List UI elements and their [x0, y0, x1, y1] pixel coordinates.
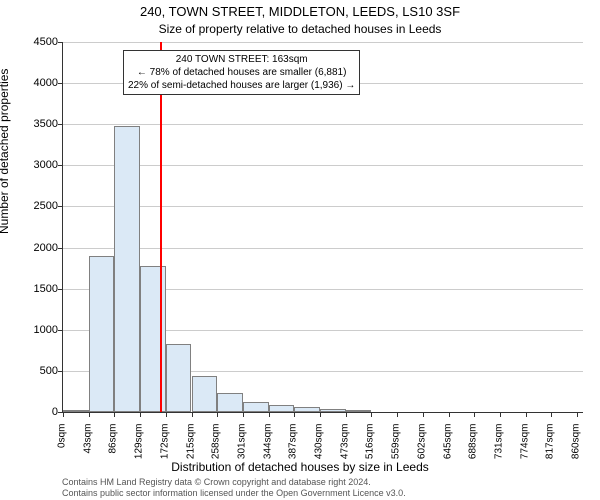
y-tick-mark [58, 83, 63, 84]
histogram-bar [269, 405, 295, 412]
x-tick-label: 559sqm [391, 424, 402, 484]
x-tick-label: 43sqm [82, 424, 93, 484]
annotation-line1: 240 TOWN STREET: 163sqm [128, 53, 355, 66]
x-tick-label: 0sqm [57, 424, 68, 484]
y-tick-label: 3000 [18, 159, 58, 171]
y-tick-label: 2000 [18, 242, 58, 254]
y-tick-mark [58, 289, 63, 290]
grid-line [63, 42, 583, 43]
y-tick-label: 3500 [18, 118, 58, 130]
grid-line [63, 165, 583, 166]
y-tick-mark [58, 165, 63, 166]
y-tick-mark [58, 124, 63, 125]
x-tick-mark [526, 412, 527, 417]
x-tick-label: 817sqm [545, 424, 556, 484]
x-tick-label: 473sqm [339, 424, 350, 484]
x-tick-mark [192, 412, 193, 417]
histogram-bar [166, 344, 192, 412]
chart-subtitle: Size of property relative to detached ho… [0, 22, 600, 36]
histogram-bar [192, 376, 218, 412]
x-tick-mark [114, 412, 115, 417]
histogram-bar [294, 407, 320, 412]
x-tick-mark [551, 412, 552, 417]
reference-line [160, 42, 162, 412]
x-tick-mark [346, 412, 347, 417]
x-tick-mark [449, 412, 450, 417]
histogram-bar [114, 126, 140, 412]
chart-container: 240, TOWN STREET, MIDDLETON, LEEDS, LS10… [0, 0, 600, 500]
x-tick-mark [500, 412, 501, 417]
y-tick-label: 2500 [18, 200, 58, 212]
y-tick-mark [58, 371, 63, 372]
x-tick-label: 86sqm [108, 424, 119, 484]
y-tick-mark [58, 42, 63, 43]
x-tick-label: 516sqm [365, 424, 376, 484]
x-tick-mark [423, 412, 424, 417]
x-tick-label: 258sqm [211, 424, 222, 484]
annotation-box: 240 TOWN STREET: 163sqm ← 78% of detache… [123, 50, 360, 95]
x-tick-label: 774sqm [519, 424, 530, 484]
x-tick-label: 129sqm [134, 424, 145, 484]
histogram-bar [63, 410, 89, 412]
x-tick-mark [63, 412, 64, 417]
chart-title: 240, TOWN STREET, MIDDLETON, LEEDS, LS10… [0, 4, 600, 19]
y-tick-mark [58, 248, 63, 249]
x-tick-mark [320, 412, 321, 417]
y-tick-mark [58, 206, 63, 207]
x-tick-label: 215sqm [185, 424, 196, 484]
histogram-bar [320, 409, 346, 412]
x-tick-mark [217, 412, 218, 417]
x-tick-mark [243, 412, 244, 417]
x-tick-label: 301sqm [236, 424, 247, 484]
x-tick-label: 688sqm [468, 424, 479, 484]
annotation-line3: 22% of semi-detached houses are larger (… [128, 79, 355, 92]
x-tick-mark [577, 412, 578, 417]
x-tick-mark [371, 412, 372, 417]
x-tick-mark [269, 412, 270, 417]
x-tick-label: 344sqm [262, 424, 273, 484]
histogram-bar [89, 256, 115, 412]
y-tick-label: 4500 [18, 36, 58, 48]
grid-line [63, 206, 583, 207]
histogram-bar [346, 410, 372, 412]
x-tick-label: 731sqm [493, 424, 504, 484]
x-tick-mark [474, 412, 475, 417]
histogram-bar [217, 393, 243, 412]
y-tick-mark [58, 330, 63, 331]
y-tick-label: 1500 [18, 283, 58, 295]
y-tick-label: 0 [18, 406, 58, 418]
x-tick-mark [89, 412, 90, 417]
x-tick-label: 602sqm [416, 424, 427, 484]
x-tick-mark [166, 412, 167, 417]
x-tick-label: 172sqm [159, 424, 170, 484]
y-tick-label: 500 [18, 365, 58, 377]
x-tick-mark [140, 412, 141, 417]
grid-line [63, 248, 583, 249]
x-tick-label: 645sqm [442, 424, 453, 484]
y-axis-label: Number of detached properties [0, 69, 11, 234]
x-tick-label: 430sqm [314, 424, 325, 484]
y-tick-label: 1000 [18, 324, 58, 336]
plot-area: 240 TOWN STREET: 163sqm ← 78% of detache… [62, 42, 583, 413]
footer-line2: Contains public sector information licen… [62, 488, 406, 499]
x-tick-label: 860sqm [571, 424, 582, 484]
x-tick-mark [397, 412, 398, 417]
y-tick-label: 4000 [18, 77, 58, 89]
grid-line [63, 124, 583, 125]
histogram-bar [243, 402, 269, 412]
annotation-line2: ← 78% of detached houses are smaller (6,… [128, 66, 355, 79]
x-tick-label: 387sqm [288, 424, 299, 484]
x-tick-mark [294, 412, 295, 417]
